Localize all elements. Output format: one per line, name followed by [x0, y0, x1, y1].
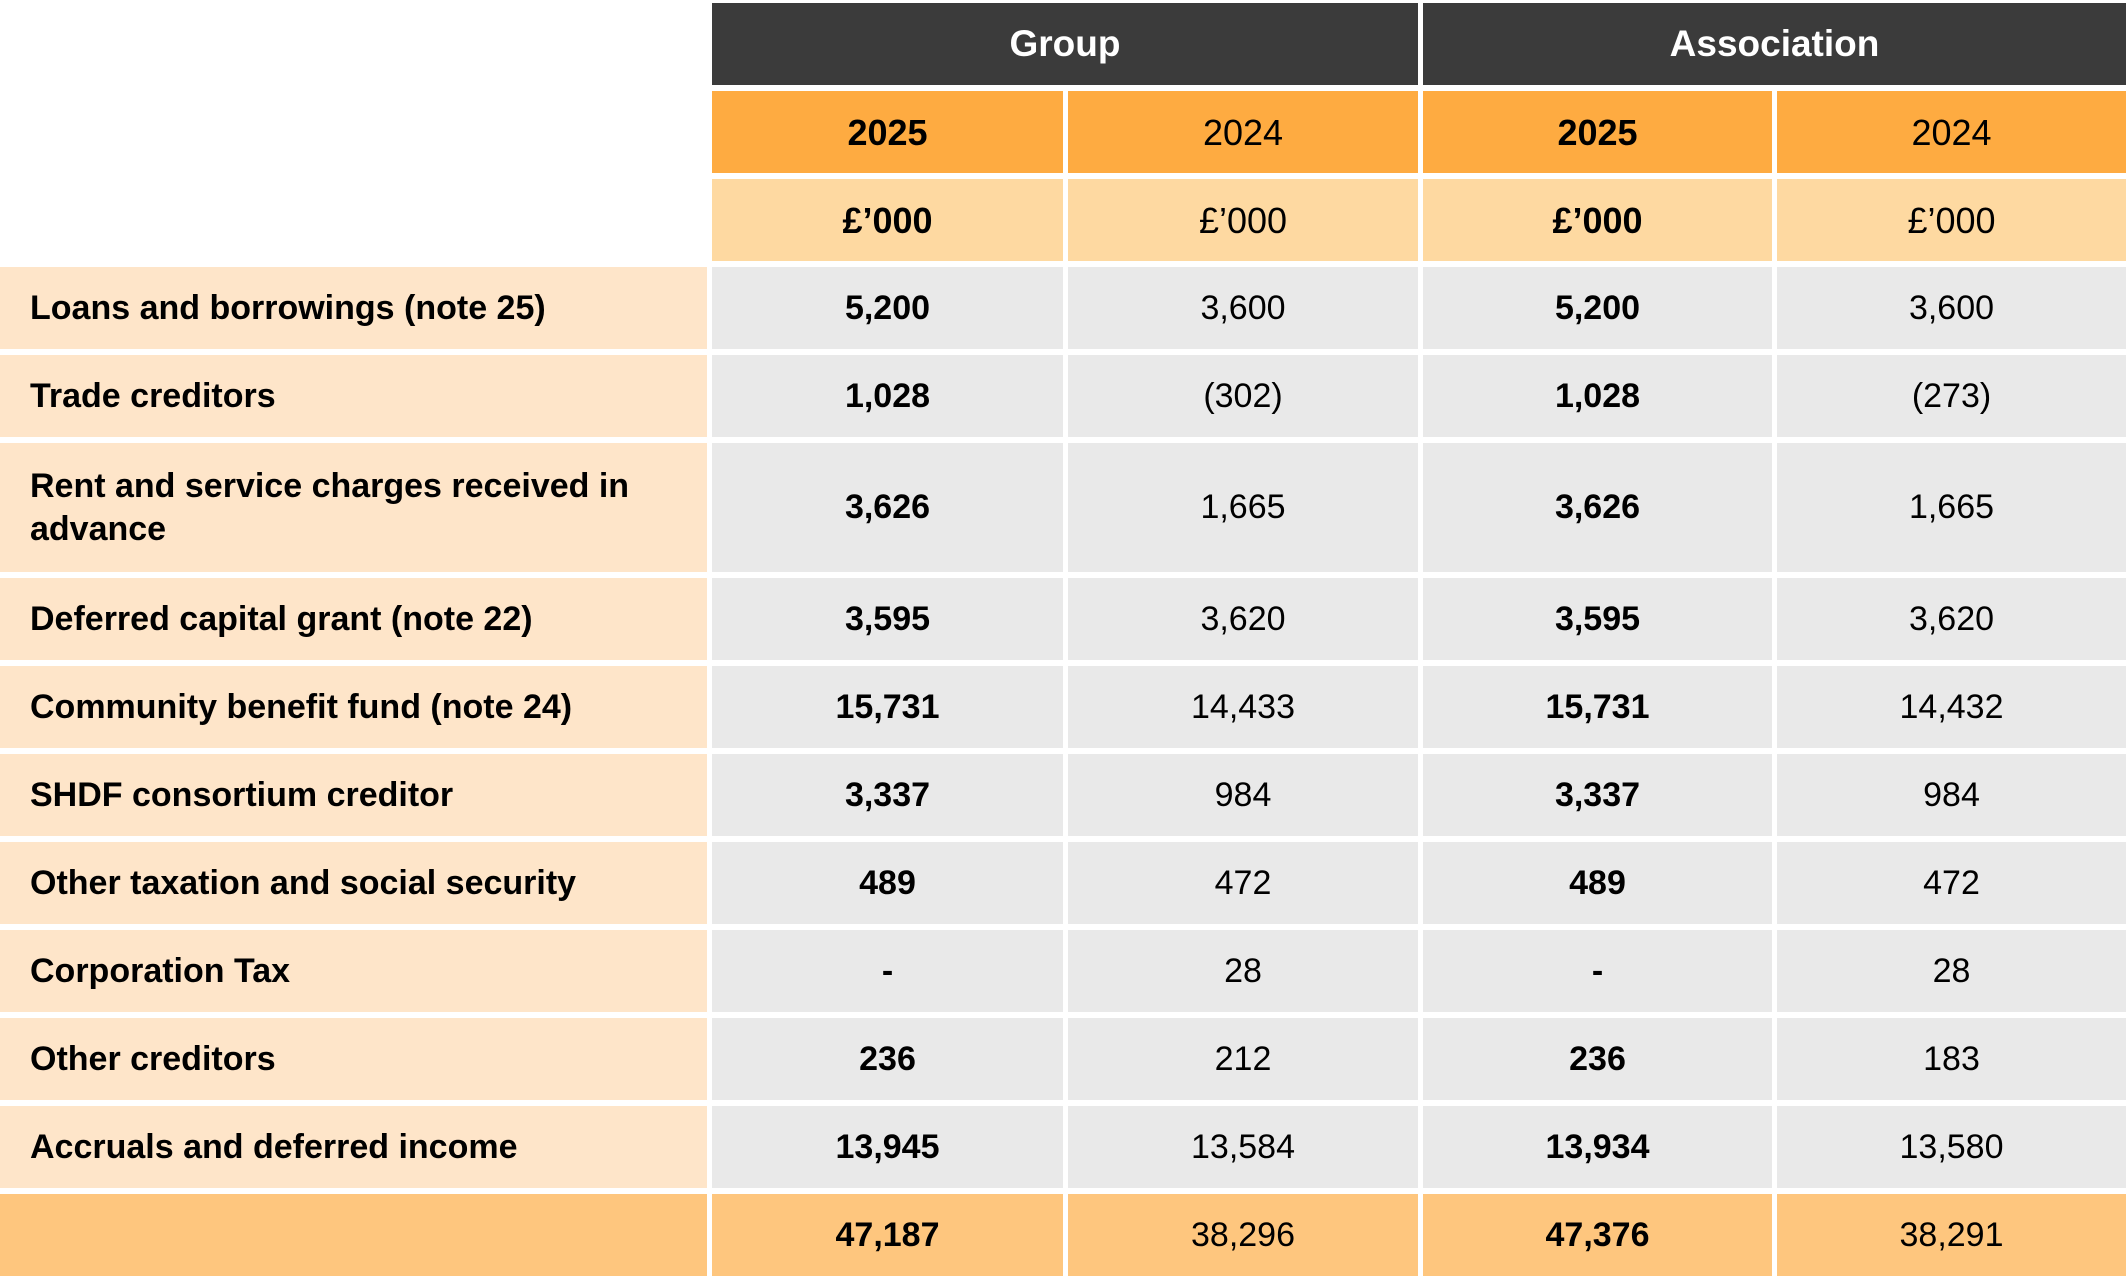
value-cell: 3,595 — [712, 578, 1063, 660]
row-label: Corporation Tax — [0, 930, 707, 1012]
value-cell: 3,626 — [712, 443, 1063, 572]
row-label: Loans and borrowings (note 25) — [0, 267, 707, 349]
value-cell: 984 — [1068, 754, 1418, 836]
value-cell: 236 — [1423, 1018, 1772, 1100]
value-cell: 1,665 — [1777, 443, 2126, 572]
value-cell: 5,200 — [1423, 267, 1772, 349]
value-cell: 236 — [712, 1018, 1063, 1100]
value-cell: 14,433 — [1068, 666, 1418, 748]
value-cell: 1,028 — [1423, 355, 1772, 437]
group-header: Group — [712, 3, 1418, 85]
header-spacer-cell — [0, 3, 707, 85]
value-cell: 3,337 — [1423, 754, 1772, 836]
value-cell: 3,620 — [1777, 578, 2126, 660]
row-label: Rent and service charges received in adv… — [0, 443, 707, 572]
value-cell: 1,665 — [1068, 443, 1418, 572]
value-cell: 28 — [1068, 930, 1418, 1012]
row-label: Community benefit fund (note 24) — [0, 666, 707, 748]
unit-header-association-2025: £’000 — [1423, 179, 1772, 261]
value-cell: 489 — [1423, 842, 1772, 924]
row-label: Other taxation and social security — [0, 842, 707, 924]
row-label: Accruals and deferred income — [0, 1106, 707, 1188]
total-cell: 47,187 — [712, 1194, 1063, 1276]
value-cell: 1,028 — [712, 355, 1063, 437]
unit-header-group-2025: £’000 — [712, 179, 1063, 261]
header-spacer-cell — [0, 91, 707, 173]
year-header-association-2024: 2024 — [1777, 91, 2126, 173]
value-cell: 13,584 — [1068, 1106, 1418, 1188]
year-header-group-2025: 2025 — [712, 91, 1063, 173]
unit-header-association-2024: £’000 — [1777, 179, 2126, 261]
row-label: Trade creditors — [0, 355, 707, 437]
value-cell: 3,626 — [1423, 443, 1772, 572]
value-cell: 13,934 — [1423, 1106, 1772, 1188]
value-cell: - — [1423, 930, 1772, 1012]
header-spacer-cell — [0, 179, 707, 261]
value-cell: 3,600 — [1068, 267, 1418, 349]
value-cell: 183 — [1777, 1018, 2126, 1100]
value-cell: (302) — [1068, 355, 1418, 437]
row-label: SHDF consortium creditor — [0, 754, 707, 836]
value-cell: 3,600 — [1777, 267, 2126, 349]
value-cell: 984 — [1777, 754, 2126, 836]
year-header-group-2024: 2024 — [1068, 91, 1418, 173]
value-cell: 212 — [1068, 1018, 1418, 1100]
value-cell: 3,337 — [712, 754, 1063, 836]
value-cell: 3,595 — [1423, 578, 1772, 660]
value-cell: 15,731 — [1423, 666, 1772, 748]
value-cell: 28 — [1777, 930, 2126, 1012]
value-cell: 489 — [712, 842, 1063, 924]
value-cell: 3,620 — [1068, 578, 1418, 660]
total-cell: 47,376 — [1423, 1194, 1772, 1276]
total-row-spacer-cell — [0, 1194, 707, 1276]
row-label: Other creditors — [0, 1018, 707, 1100]
value-cell: 472 — [1777, 842, 2126, 924]
value-cell: 472 — [1068, 842, 1418, 924]
row-label: Deferred capital grant (note 22) — [0, 578, 707, 660]
value-cell: 14,432 — [1777, 666, 2126, 748]
total-cell: 38,291 — [1777, 1194, 2126, 1276]
year-header-association-2025: 2025 — [1423, 91, 1772, 173]
association-header: Association — [1423, 3, 2126, 85]
value-cell: 5,200 — [712, 267, 1063, 349]
value-cell: 13,580 — [1777, 1106, 2126, 1188]
value-cell: 15,731 — [712, 666, 1063, 748]
unit-header-group-2024: £’000 — [1068, 179, 1418, 261]
value-cell: 13,945 — [712, 1106, 1063, 1188]
total-cell: 38,296 — [1068, 1194, 1418, 1276]
value-cell: - — [712, 930, 1063, 1012]
value-cell: (273) — [1777, 355, 2126, 437]
